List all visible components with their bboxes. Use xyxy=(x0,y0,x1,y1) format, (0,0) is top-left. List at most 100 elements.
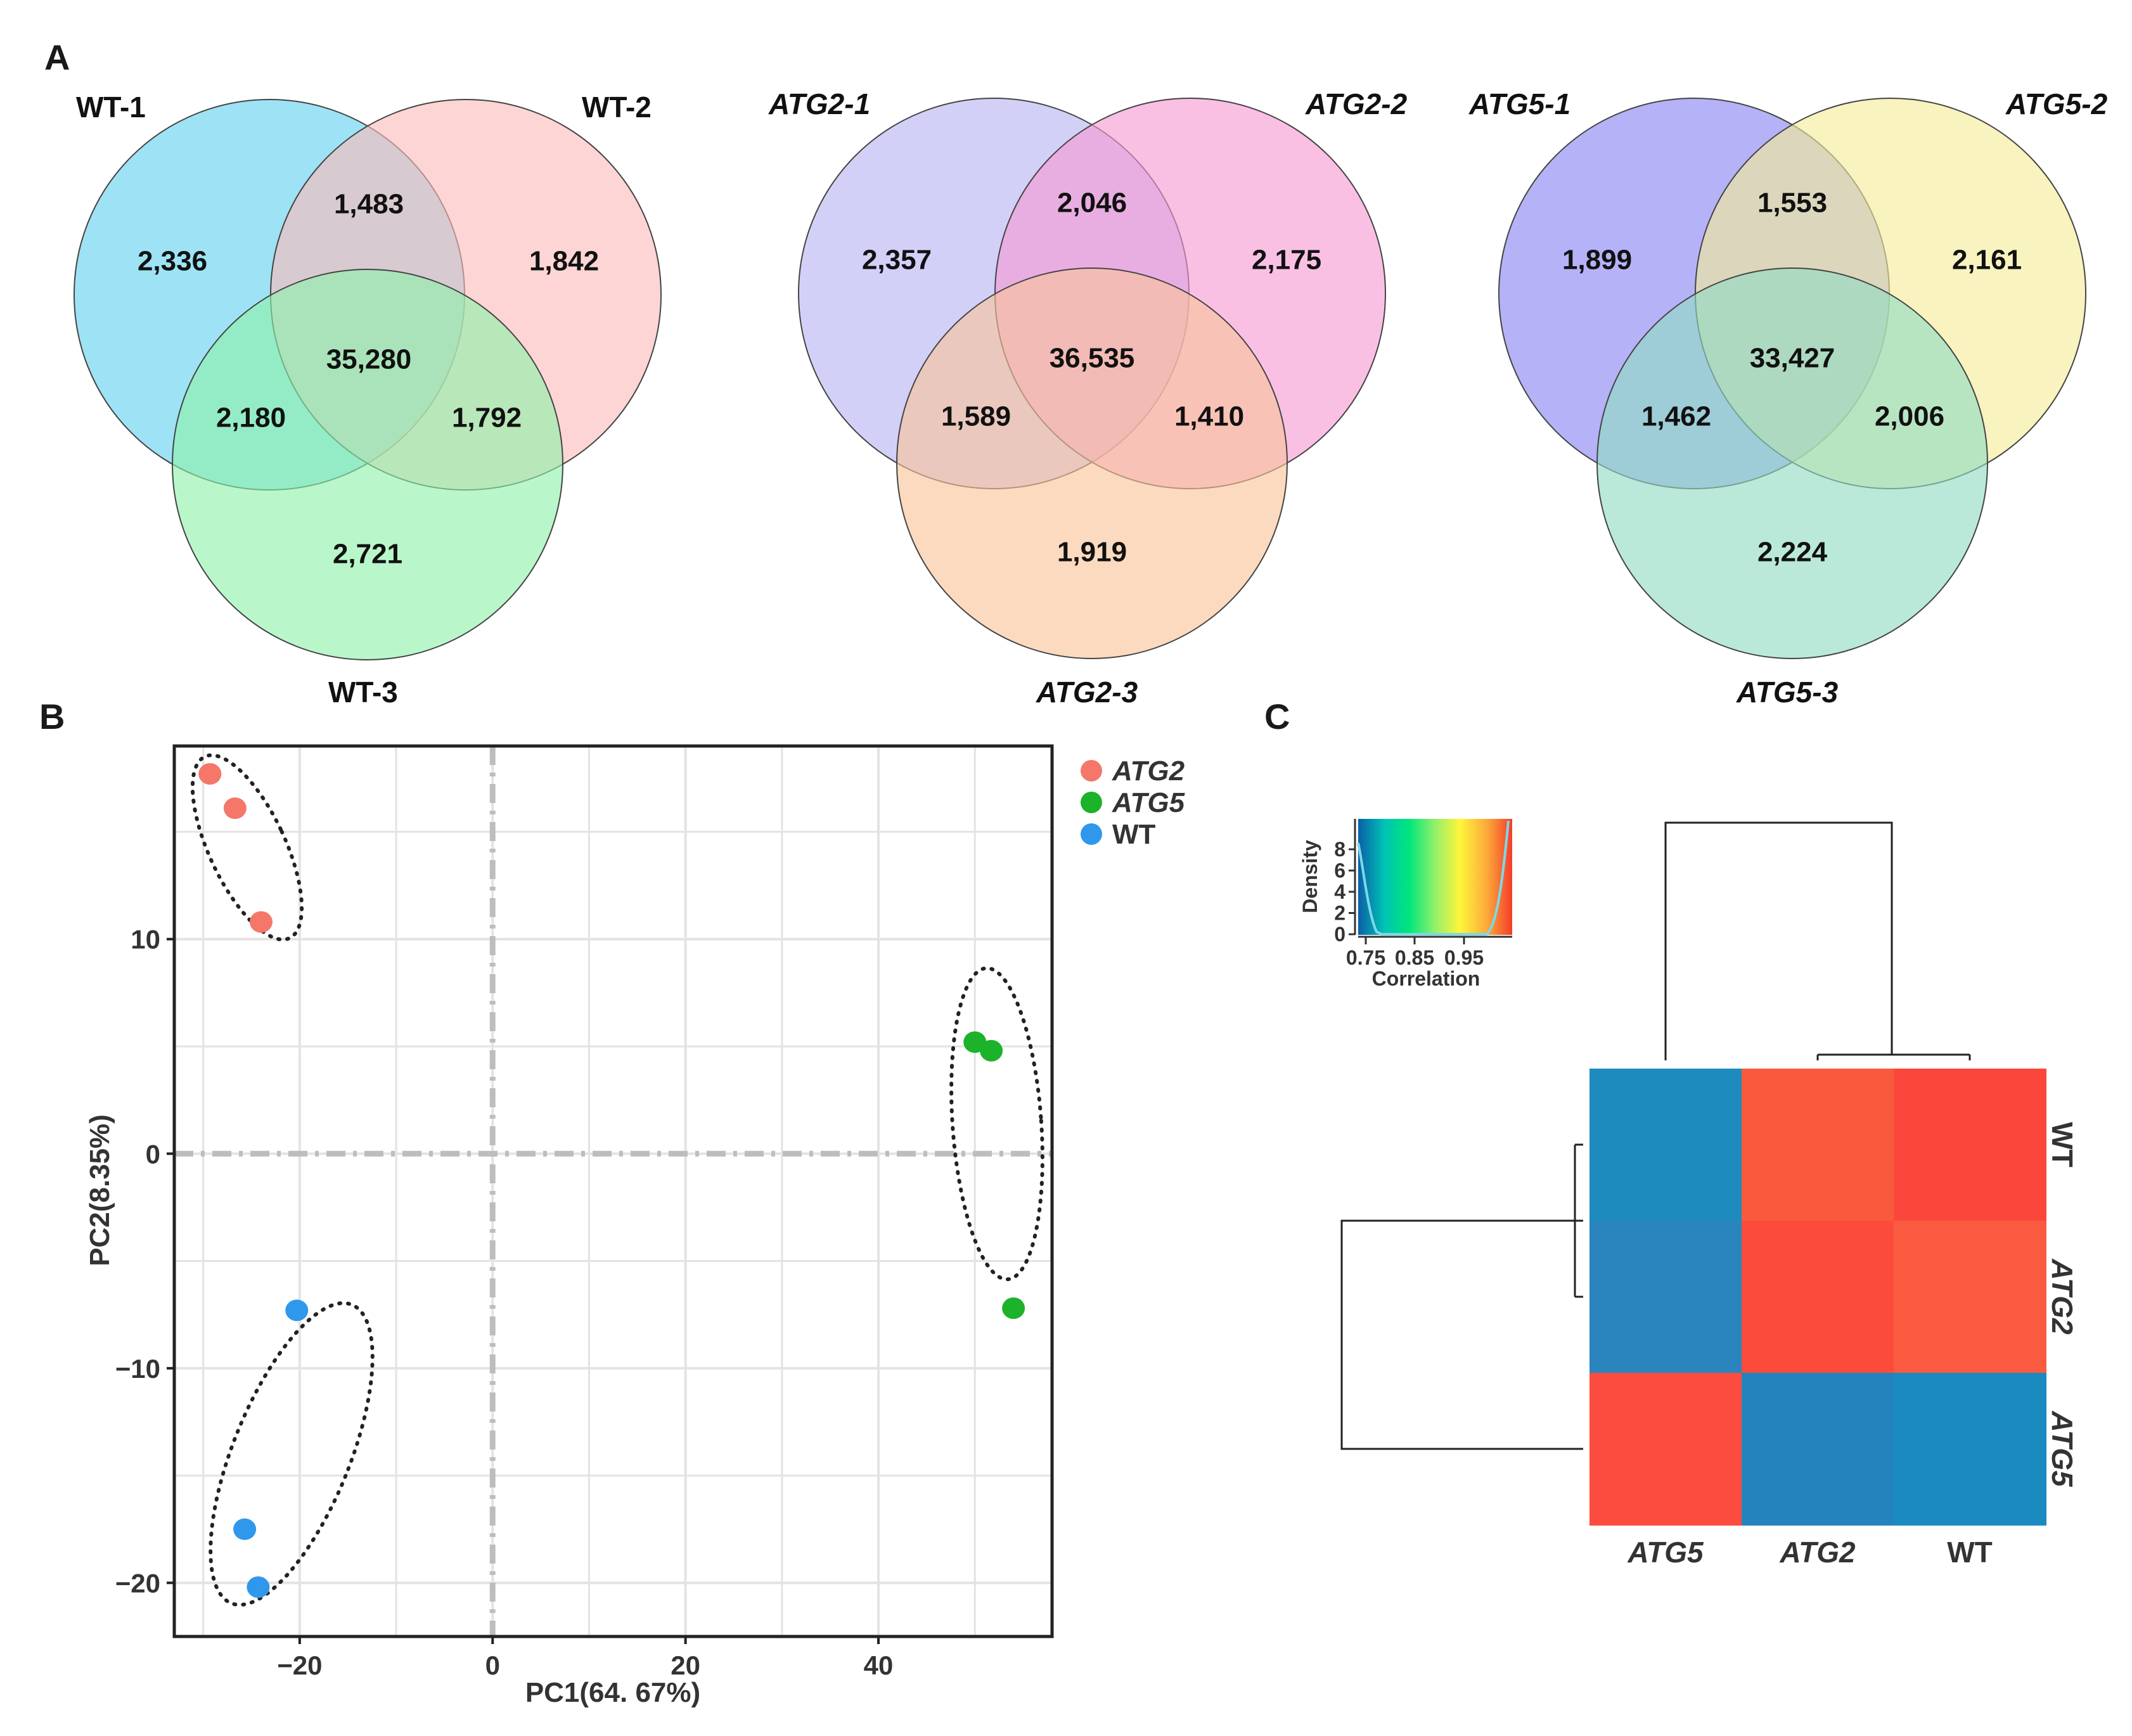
venn-atg5-1-2-3: 33,427 xyxy=(1750,343,1835,374)
hm-col-label-atg5: ATG5 xyxy=(1627,1536,1704,1569)
x-tick-label: −20 xyxy=(277,1650,322,1680)
legend-marker-atg5 xyxy=(1081,792,1102,813)
y-tick-label: 10 xyxy=(131,925,160,955)
x-tick-label: 20 xyxy=(671,1650,700,1680)
color-key-y-title: Density xyxy=(1299,840,1321,913)
venn-atg5-only-1: 1,899 xyxy=(1562,245,1632,276)
venn-atg5-label-3: ATG5-3 xyxy=(1736,676,1839,709)
venn-atg5-1-3: 1,462 xyxy=(1641,401,1711,432)
venn-atg2-label-3: ATG2-3 xyxy=(1036,676,1138,709)
heatmap-cell xyxy=(1742,1069,1894,1221)
venn-wt-only-2: 1,842 xyxy=(529,246,599,277)
color-key-density-curve xyxy=(1357,820,1510,936)
row-dendrogram xyxy=(1340,1143,1583,1450)
y-tick-label: 0 xyxy=(146,1139,160,1169)
venn-wt-label-3: WT-3 xyxy=(328,676,398,709)
legend-label-wt: WT xyxy=(1112,819,1156,850)
heatmap-cell xyxy=(1589,1069,1742,1221)
color-key-y-tick-label: 0 xyxy=(1334,923,1345,946)
hm-col-label-wt: WT xyxy=(1947,1536,1993,1569)
x-tick-label: 0 xyxy=(485,1650,500,1680)
column-dendrogram xyxy=(1664,821,1971,1060)
ellipse-atg5 xyxy=(949,966,1044,1282)
color-key-x-ticks: 0.75 0.85 0.95 xyxy=(1346,937,1484,969)
point-atg5 xyxy=(1002,1297,1025,1320)
venn-atg5-label-1: ATG5-1 xyxy=(1468,87,1570,120)
y-tick-label: −20 xyxy=(115,1568,160,1598)
hm-row-label-wt: WT xyxy=(2046,1122,2079,1167)
venn-wt-only-3: 2,721 xyxy=(333,539,402,570)
color-key-x-title: Correlation xyxy=(1372,967,1480,990)
venn-wt-circle-3 xyxy=(172,269,563,660)
hm-row-label-atg2: ATG2 xyxy=(2046,1258,2079,1335)
heatmap-cell xyxy=(1589,1221,1742,1373)
venn-wt-label-1: WT-1 xyxy=(76,91,146,124)
y-tick-label: −10 xyxy=(115,1354,160,1384)
venn-atg2-1-2-3: 36,535 xyxy=(1050,343,1135,374)
hm-row-label-atg5: ATG5 xyxy=(2046,1410,2079,1488)
venn-wt-1-2-3: 35,280 xyxy=(326,344,412,375)
venn-atg5-1-2: 1,553 xyxy=(1757,188,1827,219)
color-key-x-tick-label: 0.95 xyxy=(1444,946,1484,969)
color-key-y-tick-label: 2 xyxy=(1334,902,1345,925)
color-key-y-tick-label: 4 xyxy=(1334,880,1345,903)
panel-label-a: A xyxy=(44,37,70,77)
venn-atg2-only-2: 2,175 xyxy=(1252,245,1321,276)
point-atg2 xyxy=(223,797,247,820)
venn-atg2-1-2: 2,046 xyxy=(1057,188,1127,219)
venn-atg2-only-3: 1,919 xyxy=(1057,537,1127,568)
heatmap-cell xyxy=(1742,1221,1894,1373)
heatmap-cell xyxy=(1894,1069,2046,1221)
venn-atg5-label-2: ATG5-2 xyxy=(2005,87,2108,120)
heatmap-cells xyxy=(1589,1069,2046,1526)
venn-atg5-circle-3 xyxy=(1596,267,1988,659)
point-wt xyxy=(285,1299,309,1321)
color-key-y-tick-label: 6 xyxy=(1334,859,1345,882)
venn-atg2-only-1: 2,357 xyxy=(862,245,932,276)
legend-label-atg2: ATG2 xyxy=(1112,755,1185,787)
panel-label-b: B xyxy=(39,697,65,736)
venn-wt-1-3: 2,180 xyxy=(216,402,286,434)
hm-col-label-atg2: ATG2 xyxy=(1779,1536,1856,1569)
ellipse-atg2 xyxy=(190,753,304,942)
venn-atg2-2-3: 1,410 xyxy=(1174,401,1244,432)
legend-label-atg5: ATG5 xyxy=(1112,787,1185,818)
pca-y-ticks: −20 −10 0 10 xyxy=(115,925,174,1598)
venn-atg2-circle-3 xyxy=(896,267,1288,659)
pca-plot: −20 0 20 40 −20 −10 0 10 PC1(64. 67%) PC2(8.35… xyxy=(84,744,1185,1708)
color-key-x-tick-label: 0.75 xyxy=(1346,946,1385,969)
pca-points xyxy=(198,763,1025,1598)
venn-wt: WT-1 WT-2 WT-3 2,336 1,842 2,721 1,483 2… xyxy=(74,91,662,709)
venn-atg5: ATG5-1 ATG5-2 ATG5-3 1,899 2,161 2,224 1… xyxy=(1468,87,2108,709)
heatmap-cell xyxy=(1589,1373,1742,1526)
legend-marker-wt xyxy=(1081,823,1102,845)
venn-wt-only-1: 2,336 xyxy=(138,246,207,277)
pca-ellipses xyxy=(190,753,1044,1607)
heatmap-cell xyxy=(1742,1373,1894,1526)
venn-atg5-2-3: 2,006 xyxy=(1875,401,1944,432)
venn-atg2-label-2: ATG2-2 xyxy=(1305,87,1408,120)
ellipse-wt xyxy=(209,1301,375,1607)
point-atg2 xyxy=(198,763,222,785)
venn-atg2-1-3: 1,589 xyxy=(941,401,1011,432)
pca-gridlines xyxy=(174,746,1052,1636)
venn-atg5-only-2: 2,161 xyxy=(1952,245,2022,276)
legend-marker-atg2 xyxy=(1081,760,1102,781)
pca-y-axis-title: PC2(8.35%) xyxy=(84,1114,115,1266)
venn-wt-1-2: 1,483 xyxy=(334,189,404,220)
pca-x-axis-title: PC1(64. 67%) xyxy=(525,1677,700,1708)
pca-frame xyxy=(172,744,1054,1638)
point-wt xyxy=(233,1518,257,1540)
venn-atg2: ATG2-1 ATG2-2 ATG2-3 2,357 2,175 1,919 2… xyxy=(768,87,1408,709)
pca-x-ticks: −20 0 20 40 xyxy=(277,1636,893,1680)
point-atg5 xyxy=(980,1039,1003,1062)
heatmap-cell xyxy=(1894,1373,2046,1526)
x-tick-label: 40 xyxy=(864,1650,894,1680)
panel-label-c: C xyxy=(1264,697,1290,736)
venn-wt-2-3: 1,792 xyxy=(452,402,522,434)
point-atg2 xyxy=(249,911,273,933)
